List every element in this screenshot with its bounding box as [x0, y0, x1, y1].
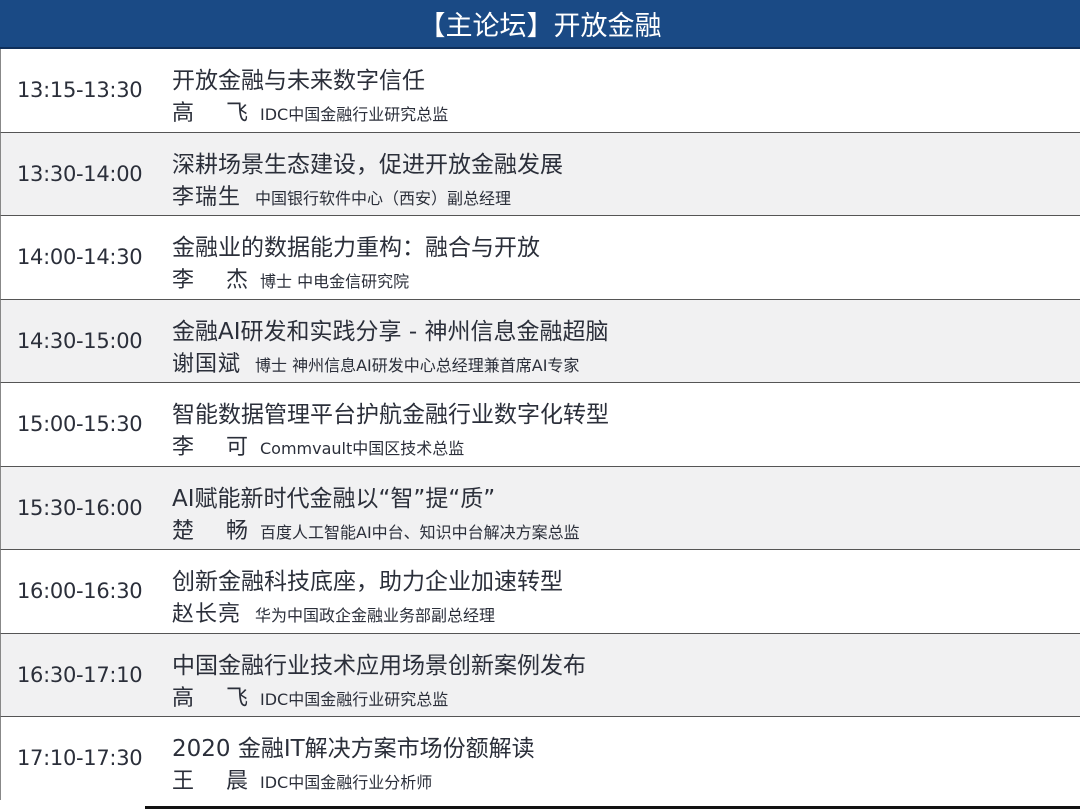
agenda-row: 13:15-13:30 开放金融与未来数字信任 高 飞 IDC中国金融行业研究总… — [0, 49, 1080, 133]
speaker-name: 谢国斌 — [172, 351, 242, 377]
session-title: 深耕场景生态建设，促进开放金融发展 — [172, 151, 563, 178]
agenda-row: 14:30-15:00 金融AI研发和实践分享 - 神州信息金融超脑 谢国斌 博… — [0, 299, 1080, 383]
session-title: 金融业的数据能力重构：融合与开放 — [172, 235, 540, 261]
forum-title: 【主论坛】开放金融 — [418, 11, 662, 42]
session-time: 14:30-15:00 — [17, 328, 143, 353]
agenda-row: 16:30-17:10 中国金融行业技术应用场景创新案例发布 高 飞 IDC中国… — [0, 633, 1080, 717]
session-time: 17:10-17:30 — [17, 746, 143, 771]
forum-header: 【主论坛】开放金融 — [0, 0, 1080, 49]
speaker-info: 楚 畅 百度人工智能AI中台、知识中台解决方案总监 — [172, 513, 580, 545]
session-time: 15:00-15:30 — [17, 412, 143, 437]
speaker-name: 李 杰 — [172, 268, 248, 293]
speaker-role: Commvault中国区技术总监 — [260, 439, 465, 458]
session-title: 创新金融科技底座，助力企业加速转型 — [172, 569, 563, 595]
session-title: 开放金融与未来数字信任 — [172, 68, 425, 94]
speaker-role: IDC中国金融行业研究总监 — [260, 105, 449, 124]
agenda-row: 15:30-16:00 AI赋能新时代金融以“智”提“质” 楚 畅 百度人工智能… — [0, 466, 1080, 550]
session-time: 14:00-14:30 — [17, 245, 143, 270]
speaker-role: 华为中国政企金融业务部副总经理 — [255, 606, 496, 625]
session-title: 2020 金融IT解决方案市场份额解读 — [172, 736, 535, 762]
session-time: 15:30-16:00 — [17, 495, 143, 520]
speaker-name: 高 飞 — [172, 685, 248, 711]
session-time: 16:30-17:10 — [17, 662, 143, 687]
speaker-role: 百度人工智能AI中台、知识中台解决方案总监 — [260, 522, 580, 542]
session-time: 13:15-13:30 — [17, 78, 143, 103]
speaker-role: IDC中国金融行业研究总监 — [260, 689, 449, 709]
speaker-info: 李 可 Commvault中国区技术总监 — [172, 429, 464, 461]
session-time: 16:00-16:30 — [17, 579, 143, 604]
agenda-table: 13:15-13:30 开放金融与未来数字信任 高 飞 IDC中国金融行业研究总… — [0, 49, 1080, 800]
speaker-name: 赵长亮 — [172, 602, 242, 627]
agenda-row: 13:30-14:00 深耕场景生态建设，促进开放金融发展 李瑞生 中国银行软件… — [0, 132, 1080, 216]
speaker-info: 高 飞 IDC中国金融行业研究总监 — [172, 680, 448, 712]
session-title: AI赋能新时代金融以“智”提“质” — [172, 485, 496, 512]
speaker-info: 李 杰 博士 中电金信研究院 — [172, 262, 409, 294]
speaker-info: 高 飞 IDC中国金融行业研究总监 — [172, 95, 448, 127]
bottom-divider — [145, 806, 1080, 809]
agenda-row: 15:00-15:30 智能数据管理平台护航金融行业数字化转型 李 可 Comm… — [0, 383, 1080, 467]
speaker-name: 李瑞生 — [172, 184, 242, 210]
speaker-name: 王 晨 — [172, 769, 248, 794]
speaker-role: 博士 神州信息AI研发中心总经理兼首席AI专家 — [255, 355, 580, 375]
speaker-info: 谢国斌 博士 神州信息AI研发中心总经理兼首席AI专家 — [172, 346, 579, 378]
session-title: 智能数据管理平台护航金融行业数字化转型 — [172, 402, 609, 428]
session-time: 13:30-14:00 — [17, 161, 143, 186]
speaker-name: 李 可 — [172, 435, 248, 460]
session-title: 金融AI研发和实践分享 - 神州信息金融超脑 — [172, 318, 609, 345]
speaker-info: 李瑞生 中国银行软件中心（西安）副总经理 — [172, 179, 511, 211]
agenda-row: 17:10-17:30 2020 金融IT解决方案市场份额解读 王 晨 IDC中… — [0, 717, 1080, 800]
speaker-role: IDC中国金融行业分析师 — [260, 773, 433, 792]
speaker-role: 博士 中电金信研究院 — [260, 272, 410, 291]
speaker-info: 赵长亮 华为中国政企金融业务部副总经理 — [172, 596, 495, 628]
speaker-name: 高 飞 — [172, 101, 248, 126]
session-title: 中国金融行业技术应用场景创新案例发布 — [172, 652, 586, 679]
speaker-info: 王 晨 IDC中国金融行业分析师 — [172, 763, 432, 795]
speaker-name: 楚 畅 — [172, 518, 248, 544]
speaker-role: 中国银行软件中心（西安）副总经理 — [255, 188, 512, 208]
agenda-row: 14:00-14:30 金融业的数据能力重构：融合与开放 李 杰 博士 中电金信… — [0, 216, 1080, 300]
agenda-row: 16:00-16:30 创新金融科技底座，助力企业加速转型 赵长亮 华为中国政企… — [0, 550, 1080, 634]
